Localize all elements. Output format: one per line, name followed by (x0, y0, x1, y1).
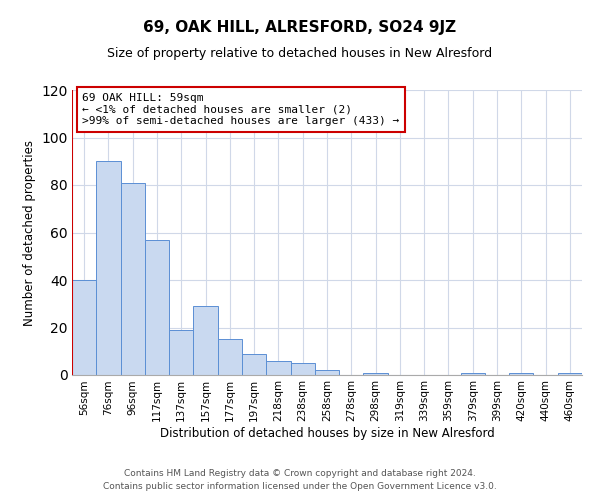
Bar (290, 363, 315, 375)
Bar (145, 240, 169, 375)
Text: Contains HM Land Registry data © Crown copyright and database right 2024.: Contains HM Land Registry data © Crown c… (124, 468, 476, 477)
Bar (558, 372, 582, 375)
Bar (315, 370, 339, 375)
Bar (193, 306, 218, 375)
Text: 69, OAK HILL, ALRESFORD, SO24 9JZ: 69, OAK HILL, ALRESFORD, SO24 9JZ (143, 20, 457, 35)
Text: 69 OAK HILL: 59sqm
← <1% of detached houses are smaller (2)
>99% of semi-detache: 69 OAK HILL: 59sqm ← <1% of detached hou… (82, 93, 400, 126)
Bar (242, 354, 266, 375)
Bar (461, 372, 485, 375)
Bar (72, 280, 96, 375)
Bar (96, 161, 121, 375)
Bar (169, 330, 193, 375)
Y-axis label: Number of detached properties: Number of detached properties (23, 140, 36, 326)
Text: Contains public sector information licensed under the Open Government Licence v3: Contains public sector information licen… (103, 482, 497, 491)
Bar (266, 361, 290, 375)
Bar (509, 372, 533, 375)
Bar (218, 340, 242, 375)
Bar (121, 182, 145, 375)
X-axis label: Distribution of detached houses by size in New Alresford: Distribution of detached houses by size … (160, 427, 494, 440)
Text: Size of property relative to detached houses in New Alresford: Size of property relative to detached ho… (107, 48, 493, 60)
Bar (364, 372, 388, 375)
